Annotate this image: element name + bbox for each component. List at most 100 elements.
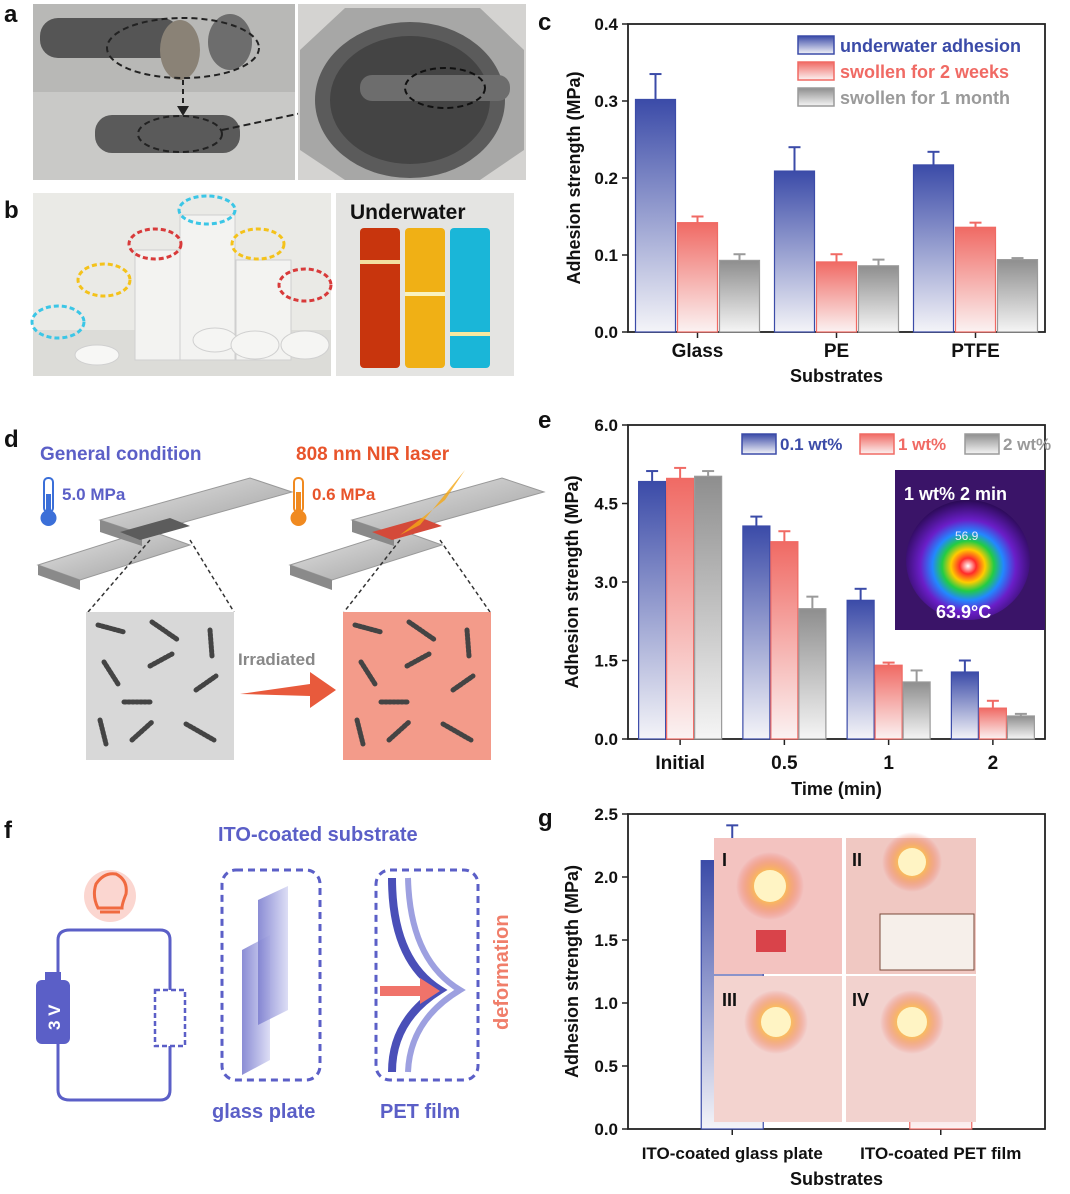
battery-label: 3 V (45, 1004, 64, 1030)
y-tick-label: 3.0 (594, 573, 618, 592)
bar (902, 681, 931, 740)
sample-slot (153, 988, 187, 1048)
y-tick-label: 0.5 (594, 1057, 618, 1076)
bar (912, 164, 955, 333)
inset-label-iii: III (722, 990, 737, 1010)
bar (978, 707, 1007, 740)
y-tick-label: 2.5 (594, 805, 618, 824)
bar (634, 98, 677, 333)
ito-title: ITO-coated substrate (218, 824, 418, 846)
circuit-wire (56, 928, 172, 1102)
panel-letter-b: b (4, 197, 19, 224)
bar (996, 259, 1039, 333)
chart-e: 0.0 1.5 3.0 4.5 6.0 Adhesion strength (MPa) In… (562, 416, 1051, 799)
panel-letter-e: e (538, 407, 551, 434)
glass-plate-label: glass plate (212, 1101, 315, 1123)
bar (846, 599, 875, 740)
y-tick-label: 1.0 (594, 994, 618, 1013)
pet-film-label: PET film (380, 1101, 460, 1123)
bar (950, 671, 979, 740)
panel-b: Underwater (30, 193, 514, 376)
thermal-max-readout: 56.9 (955, 529, 979, 543)
legend-label: 0.1 wt% (780, 435, 842, 454)
bar (857, 265, 900, 333)
x-axis-label: Time (min) (791, 779, 882, 799)
x-category-label: Initial (655, 753, 705, 774)
y-tick-label: 2.0 (594, 868, 618, 887)
laser-label: 808 nm NIR laser (296, 444, 450, 465)
panel-d: General condition 5.0 MPa 808 nm NIR las… (36, 444, 546, 760)
battery-icon (36, 980, 70, 1044)
pet-film-curve (388, 877, 448, 1073)
lap-joint-left (36, 477, 294, 590)
y-tick-label: 0.0 (594, 323, 618, 342)
x-category-label: PTFE (951, 341, 1000, 362)
led-photo-insets: I II III IV (714, 832, 976, 1122)
legend-swatch (797, 87, 835, 107)
bar (874, 664, 903, 740)
thermal-image-inset: 1 wt% 2 min 56.9 63.9°C (895, 470, 1045, 630)
legend-label: underwater adhesion (840, 36, 1021, 56)
y-tick-label: 0.0 (594, 730, 618, 749)
legend-label: swollen for 2 weeks (840, 62, 1009, 82)
bar (770, 541, 799, 740)
y-tick-label: 0.3 (594, 92, 618, 111)
bar (666, 477, 695, 740)
glass-plate-box (220, 868, 322, 1082)
y-tick-label: 1.5 (594, 652, 618, 671)
lightbulb-icon (84, 870, 136, 922)
legend-swatch (964, 433, 1000, 455)
panel-letter-f: f (4, 817, 13, 844)
y-axis-label: Adhesion strength (MPa) (564, 71, 584, 284)
thermal-title: 1 wt% 2 min (904, 484, 1007, 504)
laser-pressure: 0.6 MPa (312, 485, 376, 504)
lap-joint-right (288, 470, 546, 590)
chart-c: 0.0 0.1 0.2 0.3 0.4 Adhesion strength (MPa) Gl… (564, 15, 1046, 386)
legend-label: 2 wt% (1003, 435, 1051, 454)
bar (773, 170, 816, 333)
underwater-label: Underwater (350, 201, 466, 224)
panel-a (33, 4, 526, 180)
legend-label: 1 wt% (898, 435, 946, 454)
panel-f: ITO-coated substrate 3 V glass plate PET… (36, 824, 513, 1123)
irradiated-label: Irradiated (238, 650, 315, 669)
x-category-label: 1 (883, 753, 894, 774)
thermal-temperature: 63.9°C (936, 602, 991, 622)
y-tick-label: 6.0 (594, 416, 618, 435)
thermometer-icon-cold (40, 477, 57, 526)
y-tick-label: 0.4 (594, 15, 618, 34)
bar (798, 608, 827, 740)
x-category-label: PE (824, 341, 849, 362)
plot-frame (627, 813, 1046, 1130)
bar (815, 261, 858, 333)
pet-film-box (374, 868, 480, 1082)
inset-label-ii: II (852, 850, 862, 870)
irradiated-arrow-icon (240, 672, 336, 708)
legend-swatch (741, 433, 777, 455)
bar (742, 525, 771, 740)
y-tick-label: 1.5 (594, 931, 618, 950)
panel-letter-d: d (4, 426, 19, 453)
inset-label-i: I (722, 850, 727, 870)
y-tick-label: 4.5 (594, 495, 618, 514)
x-category-label: Glass (672, 341, 724, 362)
x-axis-label: Substrates (790, 366, 883, 386)
y-tick-label: 0.2 (594, 169, 618, 188)
x-category-label: ITO-coated glass plate (642, 1144, 823, 1163)
rod-upper (40, 18, 180, 58)
bar (638, 480, 667, 740)
deformation-label: deformation (491, 914, 513, 1030)
general-pressure: 5.0 MPa (62, 485, 126, 504)
y-tick-label: 0.1 (594, 246, 618, 265)
general-condition-label: General condition (40, 444, 202, 465)
bar (954, 226, 997, 333)
legend-swatch (797, 61, 835, 81)
inset-label-iv: IV (852, 990, 869, 1010)
bar (676, 222, 719, 333)
deformation-arrow-icon (380, 978, 440, 1004)
x-category-label: 0.5 (771, 753, 798, 774)
bar (718, 259, 761, 333)
panel-letter-g: g (538, 805, 553, 832)
legend-label: swollen for 1 month (840, 88, 1010, 108)
